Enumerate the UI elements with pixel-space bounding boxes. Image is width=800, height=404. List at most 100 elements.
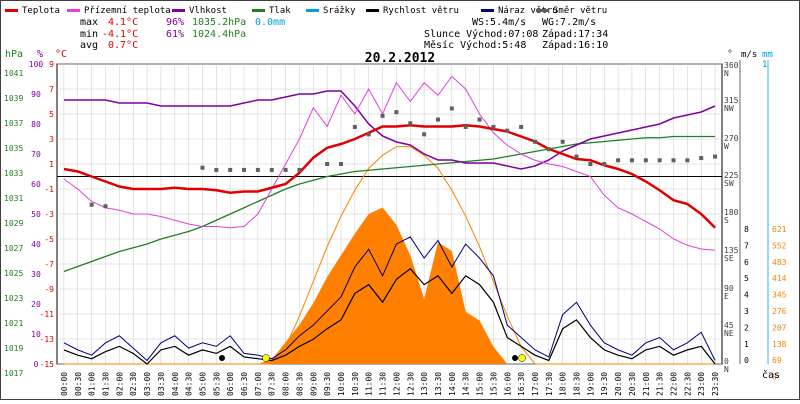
tick-time: 18:00 bbox=[559, 372, 568, 396]
axis-label-pct: % bbox=[37, 49, 43, 60]
tick-time: 16:00 bbox=[503, 372, 512, 396]
stats-avg-label: avg bbox=[80, 40, 98, 51]
tick-solar: 552 bbox=[772, 241, 787, 250]
tick-dir: 135 bbox=[724, 246, 739, 255]
wind-dir-point bbox=[352, 124, 357, 129]
tick-hpa: 1035 bbox=[4, 144, 23, 153]
info-moon-set: Západ:16:10 bbox=[542, 39, 608, 51]
info-ws: WS:5.4m/s bbox=[472, 17, 526, 28]
tick-pct: 90 bbox=[31, 90, 41, 99]
tick-solar: 0 bbox=[772, 373, 777, 382]
tick-ms: 4 bbox=[744, 291, 749, 300]
stats-min-press: 1024.4hPa bbox=[192, 29, 246, 40]
tick-pct: 40 bbox=[31, 240, 41, 249]
tick-time: 15:00 bbox=[476, 372, 485, 396]
stats-max-press: 1035.2hPa bbox=[192, 17, 246, 28]
tick-time: 11:30 bbox=[379, 372, 388, 396]
plot-area: 1041103910371035103310311029102710251023… bbox=[4, 60, 787, 396]
tick-hpa: 1041 bbox=[4, 69, 23, 78]
wind-dir-point bbox=[519, 124, 524, 129]
tick-time: 16:30 bbox=[517, 372, 526, 396]
tick-time: 07:00 bbox=[254, 372, 263, 396]
tick-time: 12:30 bbox=[406, 372, 415, 396]
tick-time: 05:00 bbox=[198, 372, 207, 396]
wind-dir-point bbox=[629, 158, 634, 163]
legend-label: Směr větru bbox=[553, 6, 607, 16]
axis-label-degc: °C bbox=[55, 49, 67, 60]
stats-min-label: min bbox=[80, 29, 98, 40]
tick-time: 23:00 bbox=[697, 372, 706, 396]
tick-hpa: 1029 bbox=[4, 219, 23, 228]
legend-swatch bbox=[67, 9, 80, 12]
wind-dir-point bbox=[435, 117, 440, 122]
tick-time: 14:00 bbox=[448, 372, 457, 396]
wind-dir-point bbox=[463, 124, 468, 129]
wind-dir-point bbox=[699, 156, 704, 161]
stats-max-rain: 0.0mm bbox=[255, 17, 285, 28]
series-temperature bbox=[63, 123, 716, 229]
tick-pct: 20 bbox=[31, 300, 41, 309]
legend-swatch bbox=[536, 9, 549, 12]
tick-hpa: 1021 bbox=[4, 319, 23, 328]
tick-time: 02:00 bbox=[115, 372, 124, 396]
tick-time: 17:00 bbox=[531, 372, 540, 396]
tick-pct: 0 bbox=[34, 360, 39, 369]
axis-label-ms: m/s bbox=[741, 50, 757, 60]
tick-ms: 0 bbox=[744, 356, 749, 365]
wind-dir-point bbox=[532, 139, 537, 144]
wind-dir-point bbox=[477, 117, 482, 122]
tick-dir: N bbox=[724, 365, 729, 374]
legend: Teplota Přízemní teplota Vlhkost Tlak Srážky… bbox=[5, 6, 607, 16]
wind-dir-point bbox=[602, 162, 607, 166]
tick-degc: 1 bbox=[49, 160, 54, 169]
tick-hpa: 1025 bbox=[4, 269, 23, 278]
tick-ms: 2 bbox=[744, 323, 749, 332]
series-pressure bbox=[63, 135, 716, 273]
tick-ms: 3 bbox=[744, 307, 749, 316]
wind-dir-point bbox=[560, 139, 565, 144]
legend-label: Rychlost větru bbox=[383, 6, 459, 16]
tick-degc: -9 bbox=[44, 285, 54, 294]
tick-time: 05:30 bbox=[212, 372, 221, 396]
tick-solar: 621 bbox=[772, 225, 787, 234]
wind-dir-point bbox=[588, 162, 593, 166]
tick-degc: -15 bbox=[40, 360, 55, 369]
tick-time: 13:00 bbox=[420, 372, 429, 396]
axis-label-mm: mm bbox=[762, 50, 773, 60]
sunset-marker bbox=[518, 354, 526, 362]
legend-label: Přízemní teplota bbox=[84, 6, 171, 16]
series-ground-temp bbox=[63, 75, 716, 251]
wind-dir-point bbox=[491, 124, 496, 129]
axis-tick-mm-1: 1 bbox=[762, 60, 767, 70]
tick-time: 18:30 bbox=[573, 372, 582, 396]
time-axis-label: čas bbox=[762, 369, 780, 381]
axis-label-hpa: hPa bbox=[5, 49, 23, 60]
tick-time: 21:30 bbox=[656, 372, 665, 396]
legend-label: Tlak bbox=[269, 6, 291, 16]
chart-date-title: 20.2.2012 bbox=[365, 51, 435, 66]
tick-dir: 45 bbox=[724, 321, 734, 330]
stats-max-hum: 96% bbox=[166, 17, 184, 28]
legend-swatch bbox=[5, 9, 18, 12]
legend-label: Teplota bbox=[22, 6, 60, 16]
tick-time: 15:30 bbox=[489, 372, 498, 396]
tick-hpa: 1017 bbox=[4, 369, 23, 378]
tick-time: 00:30 bbox=[74, 372, 83, 396]
solar-max-line bbox=[63, 146, 716, 365]
tick-dir: 360 bbox=[724, 61, 739, 70]
tick-time: 19:00 bbox=[586, 372, 595, 396]
tick-dir: N bbox=[724, 69, 729, 78]
tick-degc: -11 bbox=[40, 310, 55, 319]
tick-pct: 50 bbox=[31, 210, 41, 219]
tick-time: 22:00 bbox=[670, 372, 679, 396]
tick-dir: 180 bbox=[724, 208, 739, 217]
info-sun-set: Západ:17:34 bbox=[542, 28, 608, 40]
info-sun: Slunce Východ:07:08 bbox=[424, 28, 538, 40]
wind-dir-point bbox=[657, 158, 662, 163]
tick-time: 22:30 bbox=[683, 372, 692, 396]
wind-dir-point bbox=[394, 110, 399, 115]
tick-time: 02:30 bbox=[129, 372, 138, 396]
tick-time: 14:30 bbox=[462, 372, 471, 396]
